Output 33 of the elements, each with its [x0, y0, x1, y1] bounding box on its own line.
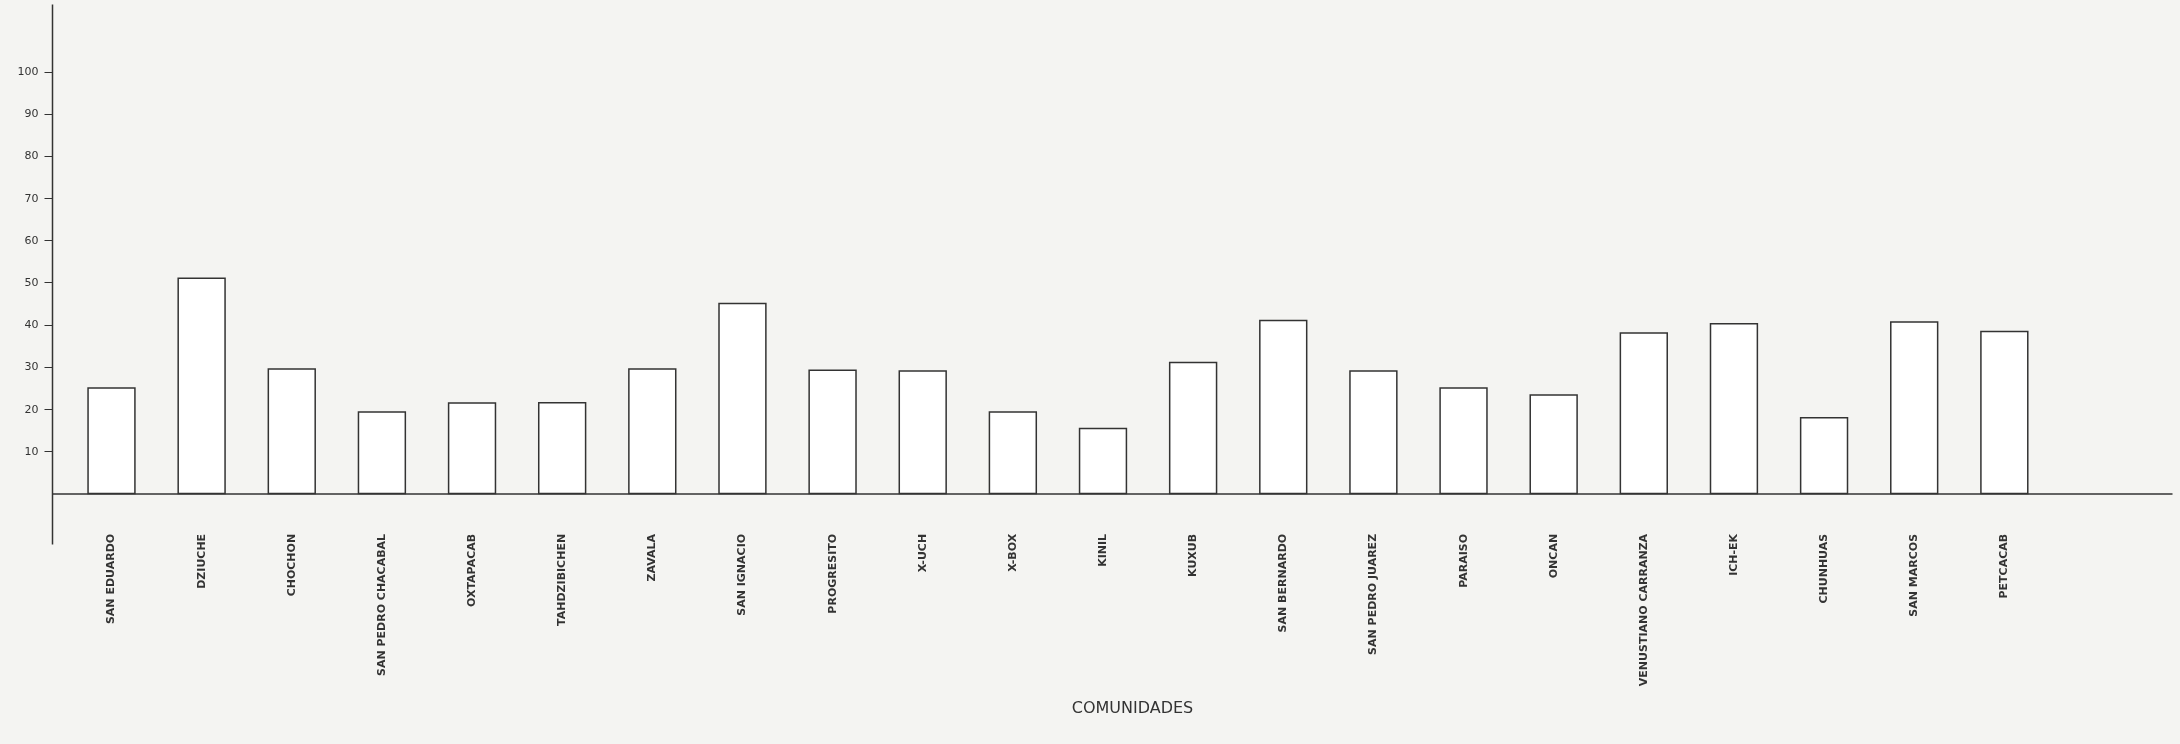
x-tick-label: KINIL: [1095, 533, 1109, 567]
y-tick-label: 50: [24, 275, 39, 289]
x-tick-label: SAN EDUARDO: [104, 533, 118, 625]
y-tick-label: 70: [24, 191, 39, 205]
x-tick-label: ZAVALA: [645, 533, 659, 582]
y-tick-label: 10: [24, 444, 39, 458]
x-tick-label: ONCAN: [1546, 533, 1560, 579]
y-tick-label: 40: [24, 318, 39, 332]
x-tick-label: OXTAPACAB: [465, 533, 479, 608]
x-tick-label: CHOCHON: [284, 533, 298, 597]
x-tick-label: X-UCH: [915, 533, 929, 573]
x-axis-title: COMUNIDADES: [1071, 698, 1194, 718]
x-tick-label: PROGRESITO: [825, 533, 839, 614]
x-tick-label: SAN PEDRO JUAREZ: [1366, 533, 1380, 655]
x-tick-label: PETCACAB: [1997, 533, 2011, 599]
x-tick-label: PARAISO: [1456, 533, 1470, 588]
y-tick-label: 30: [24, 360, 39, 374]
x-tick-label: SAN IGNACIO: [735, 533, 749, 616]
x-tick-label: SAN MARCOS: [1907, 533, 1921, 617]
y-tick-label: 90: [24, 107, 39, 121]
y-tick-label: 100: [17, 65, 39, 78]
x-tick-label: ICH-EK: [1726, 533, 1740, 576]
y-tick-label: 60: [24, 233, 39, 247]
y-tick-label: 80: [24, 149, 39, 163]
x-tick-label: DZIUCHE: [194, 533, 208, 589]
x-tick-label: SAN PEDRO CHACABAL: [374, 533, 388, 676]
y-tick-label: 20: [24, 402, 39, 416]
x-tick-label: CHUNHUAS: [1817, 533, 1831, 604]
x-tick-label: VENUSTIANO CARRANZA: [1636, 533, 1650, 687]
x-tick-label: TAHDZIBICHEN: [555, 533, 569, 626]
x-tick-label: SAN BERNARDO: [1276, 533, 1290, 633]
x-tick-label: KUXUB: [1186, 533, 1200, 577]
x-tick-label: X-BOX: [1005, 533, 1019, 572]
